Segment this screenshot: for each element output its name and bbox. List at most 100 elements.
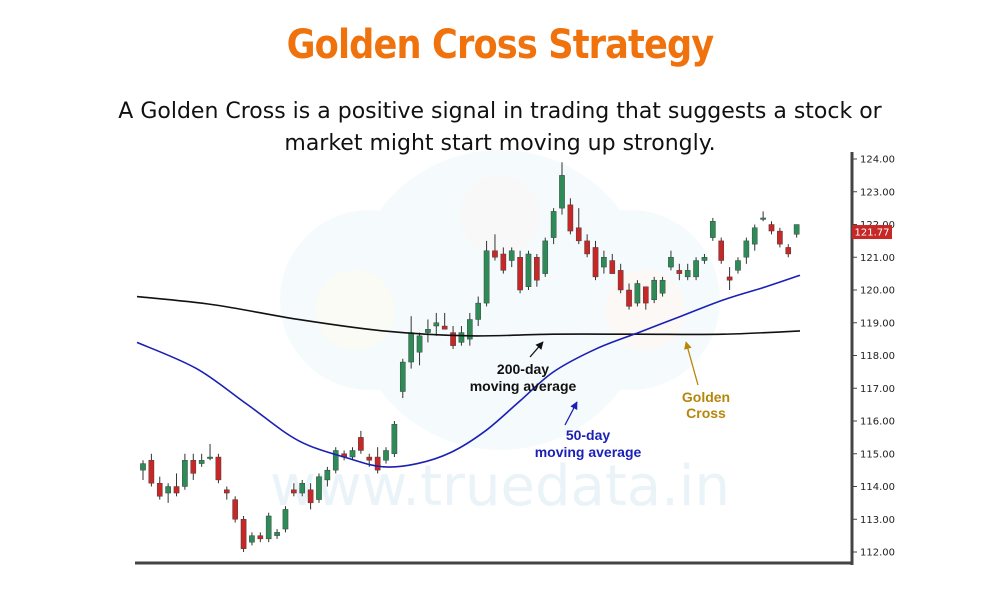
annotation-50-day-line1: 50-day	[566, 427, 611, 443]
candle-body	[743, 240, 750, 258]
candlestick	[626, 283, 632, 310]
candle-body	[793, 224, 800, 235]
candle-body	[651, 279, 657, 301]
y-tick-label: 118.00	[860, 351, 895, 362]
candlestick	[332, 447, 339, 474]
candle-body	[383, 450, 389, 461]
candlestick	[643, 286, 649, 310]
candlestick	[232, 496, 238, 523]
candlestick	[156, 476, 163, 500]
candlestick	[492, 234, 498, 261]
candle-body	[299, 483, 306, 494]
candlestick	[559, 162, 565, 215]
candle-body	[408, 332, 414, 363]
candlestick	[358, 430, 364, 454]
candlestick	[659, 276, 666, 297]
y-tick-label: 112.00	[860, 548, 895, 559]
y-axis-ticks: 124.00123.00122.00121.00120.00119.00118.…	[852, 155, 895, 559]
candlestick	[743, 237, 750, 264]
candlestick	[575, 208, 582, 245]
candle-body	[517, 257, 523, 291]
candle-body	[718, 240, 725, 261]
candle-body	[525, 253, 532, 287]
candlestick	[299, 479, 306, 497]
candle-body	[249, 535, 255, 543]
candle-body	[291, 489, 297, 494]
candlestick	[316, 473, 322, 503]
candle-body	[768, 224, 775, 232]
candle-body	[668, 257, 674, 268]
candlesticks	[140, 162, 800, 552]
candlestick	[693, 257, 699, 281]
candle-body	[676, 270, 683, 274]
candlestick	[265, 512, 272, 543]
y-tick-label: 115.00	[860, 449, 895, 460]
candlestick	[617, 263, 624, 294]
candle-body	[467, 319, 473, 340]
annotation-50-day: 50-day moving average	[535, 401, 642, 460]
y-tick-label: 120.00	[860, 286, 895, 297]
annotation-200-day-line2: moving average	[470, 378, 577, 394]
candle-body	[374, 456, 381, 471]
candle-body	[492, 250, 498, 258]
candle-body	[693, 260, 699, 278]
candlestick	[567, 198, 574, 235]
candlestick	[240, 515, 247, 552]
annotation-50-day-arrow	[564, 401, 578, 426]
candlestick	[391, 421, 398, 458]
candlestick	[710, 217, 716, 241]
candle-body	[550, 211, 557, 238]
candle-body	[316, 476, 322, 500]
candle-body	[559, 175, 565, 209]
candlestick	[383, 447, 389, 464]
candle-body	[140, 463, 146, 471]
candle-body	[592, 247, 599, 278]
candlestick	[517, 250, 523, 294]
candlestick	[785, 244, 792, 258]
candle-body	[701, 257, 708, 261]
annotation-golden-cross-line2: Cross	[686, 405, 726, 421]
candlestick	[148, 453, 155, 487]
subtitle-line-1: A Golden Cross is a positive signal in t…	[118, 99, 882, 124]
candlestick	[425, 319, 431, 343]
candlestick	[223, 486, 230, 500]
candle-body	[626, 289, 632, 307]
candlestick	[525, 250, 532, 290]
candle-body	[777, 230, 783, 245]
annotation-200-day-arrow	[529, 341, 544, 358]
candle-body	[399, 361, 406, 392]
candle-body	[282, 509, 289, 530]
candle-body	[441, 325, 448, 330]
y-tick-label: 113.00	[860, 515, 895, 526]
candle-body	[240, 519, 247, 549]
candlestick	[668, 250, 674, 271]
y-tick-label: 119.00	[860, 318, 895, 329]
candle-body	[257, 535, 264, 540]
ma50-line	[136, 274, 801, 468]
candlestick	[634, 280, 641, 307]
candlestick	[274, 529, 280, 539]
candlestick	[416, 332, 423, 366]
candle-body	[617, 270, 624, 291]
annotation-50-day-line2: moving average	[535, 444, 642, 460]
last-price-label: 121.77	[855, 228, 890, 239]
candlestick	[483, 240, 490, 307]
candle-body	[542, 240, 549, 274]
candlestick	[735, 257, 741, 274]
candlestick	[584, 234, 590, 258]
candle-body	[609, 260, 616, 274]
candle-body	[207, 456, 213, 459]
candlestick	[433, 312, 440, 336]
candlestick	[542, 237, 549, 277]
annotation-200-day: 200-day moving average	[470, 341, 577, 394]
candlestick	[198, 453, 205, 467]
candlestick	[651, 276, 657, 304]
candlestick	[550, 208, 557, 245]
candlestick	[399, 358, 406, 399]
candle-body	[508, 250, 515, 261]
candlestick	[726, 267, 733, 290]
candle-body	[735, 260, 741, 271]
candlestick	[676, 263, 683, 281]
candlestick	[684, 263, 691, 281]
candle-body	[416, 335, 423, 353]
